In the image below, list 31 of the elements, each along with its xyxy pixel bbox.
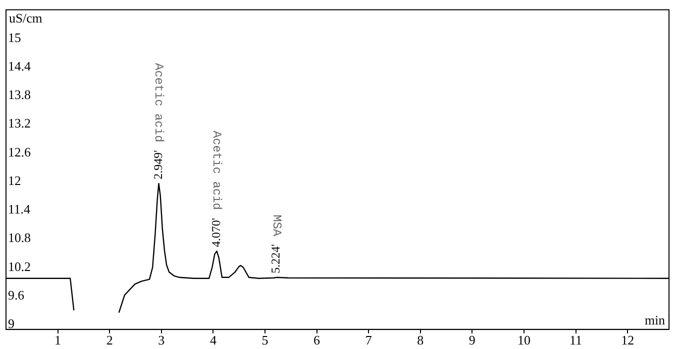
x-tick-label: 12 <box>621 332 634 348</box>
y-tick-label: 12 <box>8 172 21 188</box>
y-tick-label: 9.6 <box>8 287 25 302</box>
y-tick-label: 14.4 <box>8 58 32 74</box>
x-tick-label: 2 <box>106 332 113 348</box>
y-axis-title: uS/cm <box>9 10 42 26</box>
y-tick-label: 10.2 <box>8 258 31 274</box>
x-tick-label: 5 <box>262 332 268 348</box>
annotation: MSA <box>269 214 284 238</box>
annotation: Acetic acid <box>152 63 166 142</box>
x-tick-label: 10 <box>517 332 530 348</box>
x-tick-label: 11 <box>570 332 582 348</box>
x-tick-label: 4 <box>210 332 217 348</box>
y-tick-label: 10.8 <box>8 230 31 246</box>
annotation: Acetic acid <box>210 130 224 210</box>
annotation: 2.949' <box>150 150 165 180</box>
x-tick-label: 9 <box>468 332 476 348</box>
x-tick-label: 7 <box>365 332 372 348</box>
y-tick-label: 13.8 <box>8 87 31 102</box>
x-tick-label: 6 <box>314 332 321 348</box>
y-tick-label: 13.2 <box>8 116 31 131</box>
x-tick-label: 3 <box>158 332 165 348</box>
y-tick-label: 9 <box>8 316 14 332</box>
x-axis-title: min <box>644 312 666 328</box>
y-tick-label: 11.4 <box>8 202 31 217</box>
y-tick-label: 15 <box>8 30 21 45</box>
annotation: 5.224' <box>268 244 283 274</box>
x-tick-label: 8 <box>417 332 424 348</box>
annotation: 4.070' <box>208 218 223 248</box>
x-tick-label: 1 <box>54 332 62 348</box>
y-tick-label: 12.6 <box>8 144 32 160</box>
